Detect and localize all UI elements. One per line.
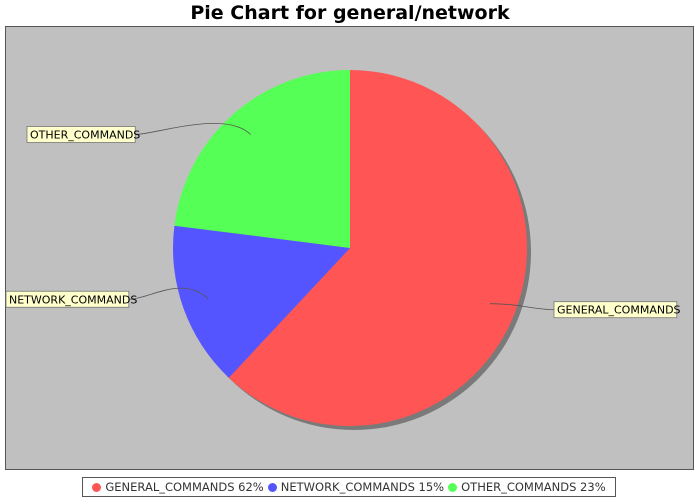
slice-label: NETWORK_COMMANDS	[9, 293, 137, 306]
legend-swatch	[92, 482, 102, 492]
slice-label: OTHER_COMMANDS	[30, 129, 140, 142]
chart-title: Pie Chart for general/network	[190, 2, 510, 24]
legend-label: NETWORK_COMMANDS 15%	[280, 480, 445, 494]
legend-label: GENERAL_COMMANDS 62%	[105, 480, 264, 494]
slice-label-box	[553, 301, 678, 319]
slice-label-box	[26, 126, 136, 143]
legend: GENERAL_COMMANDS 62% NETWORK_COMMANDS 15%…	[82, 477, 616, 497]
pie-slice-general-commands	[228, 70, 528, 426]
legend-item: GENERAL_COMMANDS 62%	[92, 480, 264, 494]
legend-swatch	[267, 482, 277, 492]
slice-label-box	[5, 290, 130, 308]
leader-line	[128, 287, 209, 300]
leader-line	[135, 122, 251, 135]
pie-slice-other-commands	[174, 70, 350, 248]
pie-slices	[173, 70, 528, 426]
slice-label: GENERAL_COMMANDS	[557, 304, 681, 317]
pie-callouts: GENERAL_COMMANDS NETWORK_COMMANDS OTHER_CO…	[5, 122, 681, 319]
legend-item: NETWORK_COMMANDS 15%	[267, 480, 445, 494]
plot-area: GENERAL_COMMANDS NETWORK_COMMANDS OTHER_CO…	[5, 26, 694, 470]
leader-line	[489, 303, 555, 311]
legend-swatch	[448, 482, 458, 492]
legend-item: OTHER_COMMANDS 23%	[448, 480, 606, 494]
legend-label: OTHER_COMMANDS 23%	[461, 480, 606, 494]
pie-slice-network-commands	[173, 225, 350, 378]
